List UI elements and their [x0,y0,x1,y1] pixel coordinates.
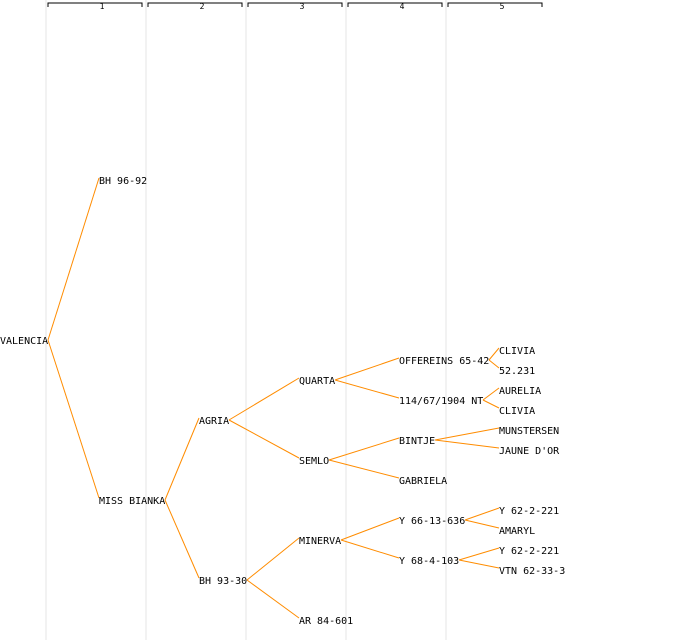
node-y-68-4-103: Y 68-4-103 [399,556,459,567]
generation-bracket [247,2,343,7]
generation-grid [45,0,447,640]
node-bh-93-30: BH 93-30 [199,576,247,587]
node-miss-bianka: MISS BIANKA [99,496,165,507]
edge-valencia-bh-96-92 [47,177,100,341]
generation-number: 5 [500,2,505,11]
edge-bh-93-30-minerva [246,537,300,581]
edge-bintje-munstersen [434,427,500,441]
node-valencia: VALENCIA [0,336,48,347]
generation-bracket [147,2,243,7]
node-amaryl: AMARYL [499,526,535,537]
edge-bh-93-30-ar-84-601 [246,579,300,619]
edge-y-66-13-636-y-62-2-221-a [464,507,500,521]
edge-bintje-jaune-dor [434,439,500,449]
node-y-62-2-221-b: Y 62-2-221 [499,546,559,557]
generation-number: 2 [200,2,205,11]
node-y-66-13-636: Y 66-13-636 [399,516,465,527]
edge-minerva-y-68-4-103 [340,539,400,559]
node-munstersen: MUNSTERSEN [499,426,559,437]
edge-y-68-4-103-vtn-62-33-3 [458,559,500,569]
node-semlo: SEMLO [299,456,329,467]
edge-y-68-4-103-y-62-2-221-b [458,547,500,561]
node-gabriela: GABRIELA [399,476,447,487]
edge-agria-semlo [228,419,300,459]
edge-layer [47,177,500,619]
edge-semlo-gabriela [328,459,400,479]
edge-114-67-1904-clivia-2 [482,399,500,409]
edge-minerva-y-66-13-636 [340,517,400,541]
generation-bracket [47,2,143,7]
node-bintje: BINTJE [399,436,435,447]
node-vtn-62-33-3: VTN 62-33-3 [499,566,565,577]
node-clivia-2: CLIVIA [499,406,535,417]
node-aurelia: AURELIA [499,386,541,397]
edge-quarta-offereins [334,357,400,381]
node-clivia-1: CLIVIA [499,346,535,357]
node-minerva: MINERVA [299,536,341,547]
edge-miss-bianka-agria [164,417,200,501]
generation-number: 3 [300,2,305,11]
node-114-67-1904: 114/67/1904 NT [399,396,483,407]
edge-agria-quarta [228,377,300,421]
node-quarta: QUARTA [299,376,335,387]
edge-y-66-13-636-amaryl [464,519,500,529]
generation-bracket [447,2,543,7]
node-y-62-2-221-a: Y 62-2-221 [499,506,559,517]
edge-offereins-52-231 [488,359,500,369]
generation-number: 1 [100,2,105,11]
edge-quarta-114-67-1904 [334,379,400,399]
node-bh-96-92: BH 96-92 [99,176,147,187]
edge-valencia-miss-bianka [47,339,100,499]
node-ar-84-601: AR 84-601 [299,616,353,627]
edge-114-67-1904-aurelia [482,387,500,401]
node-offereins: OFFEREINS 65-42 [399,356,489,367]
node-52-231: 52.231 [499,366,535,377]
edge-semlo-bintje [328,437,400,461]
generation-bracket [347,2,443,7]
generation-header: 1 2 3 4 5 [47,2,543,11]
node-jaune-dor: JAUNE D'OR [499,446,560,457]
edge-offereins-clivia-1 [488,347,500,361]
edge-miss-bianka-bh-93-30 [164,499,200,579]
node-layer: VALENCIA BH 96-92 MISS BIANKA AGRIA QUARTA OF… [0,176,565,627]
node-agria: AGRIA [199,416,229,427]
generation-number: 4 [400,2,405,11]
